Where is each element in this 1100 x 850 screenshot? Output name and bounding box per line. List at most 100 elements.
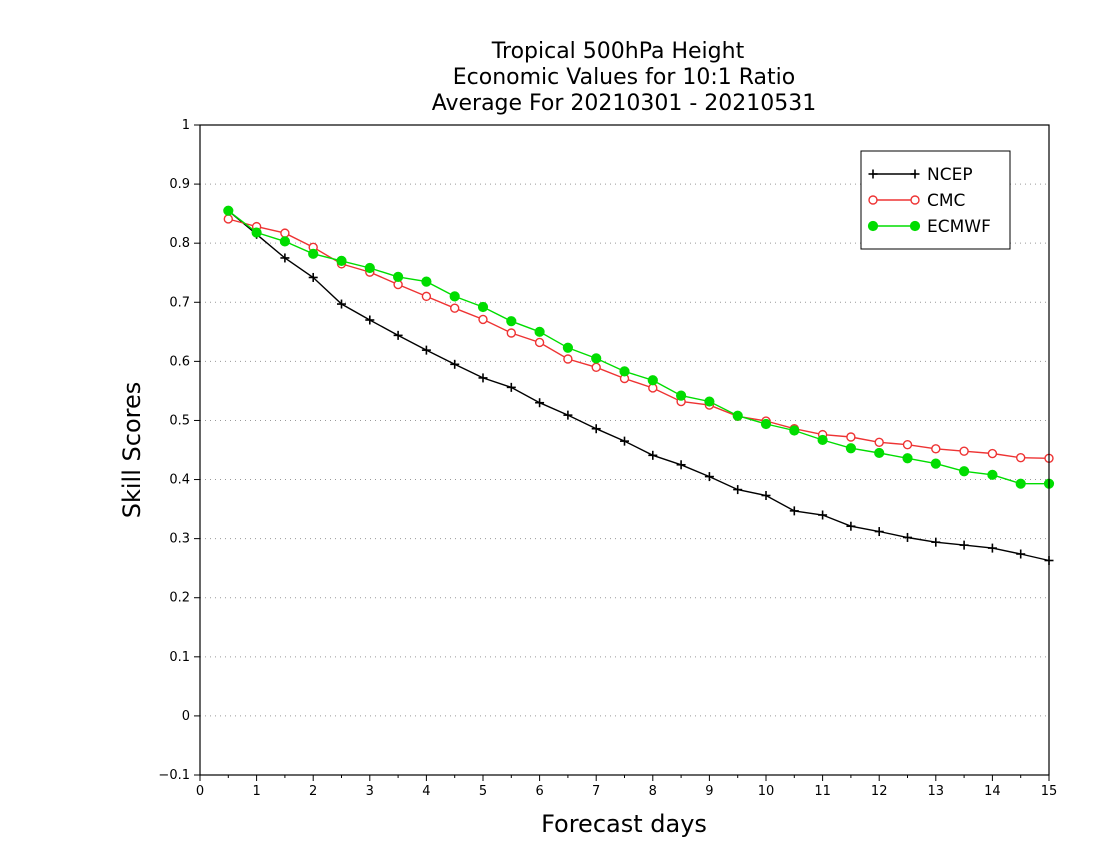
series-ncep-point [506,382,516,392]
series-ncep-point [478,373,488,383]
series-cmc-point [902,439,913,450]
legend-cmc-end-point [910,195,920,205]
x-tick-label: 4 [422,784,430,799]
x-tick-label: 9 [705,784,713,799]
y-tick-label: 1 [182,118,190,133]
x-tick-label: 3 [366,784,374,799]
series-cmc-point [1016,452,1026,463]
series-cmc-point [959,446,969,456]
chart-title-line-2: Economic Values for 10:1 Ratio [453,65,795,90]
legend-ecmwf-start-point [867,220,879,232]
series-ecmwf-point [393,271,404,282]
legend-ecmwf: ECMWF [867,217,991,237]
series-ecmwf-point [534,326,545,337]
y-tick-label: −0.1 [158,768,190,783]
gridlines [200,183,1049,717]
y-tick-label: 0.1 [169,650,190,665]
legend-ncep-label: NCEP [927,165,973,185]
series-ncep-point [789,506,799,516]
legend: NCEP CMC ECMWF [860,150,1011,250]
series-ecmwf-point [959,466,970,477]
series-ncep-point [620,436,629,446]
x-tick-label: 7 [592,784,600,799]
series-ecmwf-point [336,255,347,267]
x-tick-label: 14 [984,784,1001,799]
series-ncep-point [563,410,573,420]
series-ecmwf-point [987,469,998,480]
series-cmc-point [223,214,234,224]
series-ncep-point [733,485,743,495]
series-cmc [223,214,1054,463]
y-tick-label: 0.9 [169,177,190,192]
legend-ecmwf-end-point [909,220,921,232]
series-ecmwf [223,205,1055,489]
series-cmc-point [421,291,432,302]
series-ecmwf-point [817,434,828,446]
series-ncep-line [227,210,1050,562]
plot-area-frame [199,124,1050,776]
series-ecmwf-point [930,458,941,469]
chart-title: Tropical 500hPa Height Economic Values f… [432,39,817,116]
series-ncep-point [1016,549,1026,559]
series-ecmwf-point [308,248,319,259]
y-tick-label: 0.2 [169,591,190,606]
series-ecmwf-point [902,453,913,464]
series-ecmwf-point [874,447,885,459]
series-ncep-point [280,253,290,263]
series-ecmwf-point [223,205,234,216]
legend-ncep-end-point [910,169,920,179]
x-tick-label: 5 [479,784,487,799]
axes: −0.100.10.20.30.40.50.60.70.80.910 1 2 3 4 5 6… [158,118,1057,799]
series-ecmwf-point [704,396,715,407]
series-ncep-point [959,540,969,550]
legend-ncep-start-point [868,169,878,179]
chart-title-line-1: Tropical 500hPa Height [491,39,745,64]
x-tick-label: 8 [649,784,657,799]
x-tick-label: 10 [758,784,775,799]
series-cmc-point [987,448,998,459]
series-ncep-point [987,543,997,553]
series-cmc-point [931,444,941,454]
series-ecmwf-point [789,425,800,436]
legend-ecmwf-label: ECMWF [927,217,991,237]
series-ncep-point [365,315,375,325]
series-ecmwf-line [227,210,1049,485]
series-cmc-point [280,228,290,238]
series-ecmwf-point [562,342,574,353]
series-ncep-point [535,398,545,408]
series-ncep-point [846,521,856,531]
x-axis-label: Forecast days [541,810,707,838]
series-ncep-point [704,472,714,482]
y-tick-label: 0.5 [169,413,190,428]
chart-title-line-3: Average For 20210301 - 20210531 [432,91,817,116]
series-ncep-point [931,537,941,547]
legend-cmc: CMC [868,191,965,211]
series-ecmwf-point [676,390,687,401]
series-cmc-point [563,354,573,364]
series-cmc-point [450,303,460,313]
series-ecmwf-point [619,366,630,377]
series-ncep-point [761,491,771,500]
y-tick-label: 0 [182,709,190,724]
legend-cmc-label: CMC [927,191,965,211]
y-tick-label: 0.8 [169,236,190,251]
y-tick-label: 0.7 [169,295,190,310]
series-ncep [223,206,1054,565]
series-ncep-point [393,330,403,340]
series-cmc-point [846,432,856,442]
series-ecmwf-point [364,262,375,274]
y-tick-label: 0.4 [169,473,190,488]
series-ncep-point [591,424,601,434]
x-tick-label: 0 [196,784,204,799]
y-tick-label: 0.3 [169,532,190,547]
x-tick-label: 15 [1041,784,1058,799]
series-ecmwf-point [647,375,658,386]
series-layer [223,205,1055,565]
series-cmc-point [591,362,601,372]
x-tick-label: 11 [814,784,831,799]
x-tick-label: 2 [309,784,317,799]
series-ncep-point [450,359,460,369]
series-ncep-point [308,272,318,282]
x-tick-label: 6 [535,784,543,799]
